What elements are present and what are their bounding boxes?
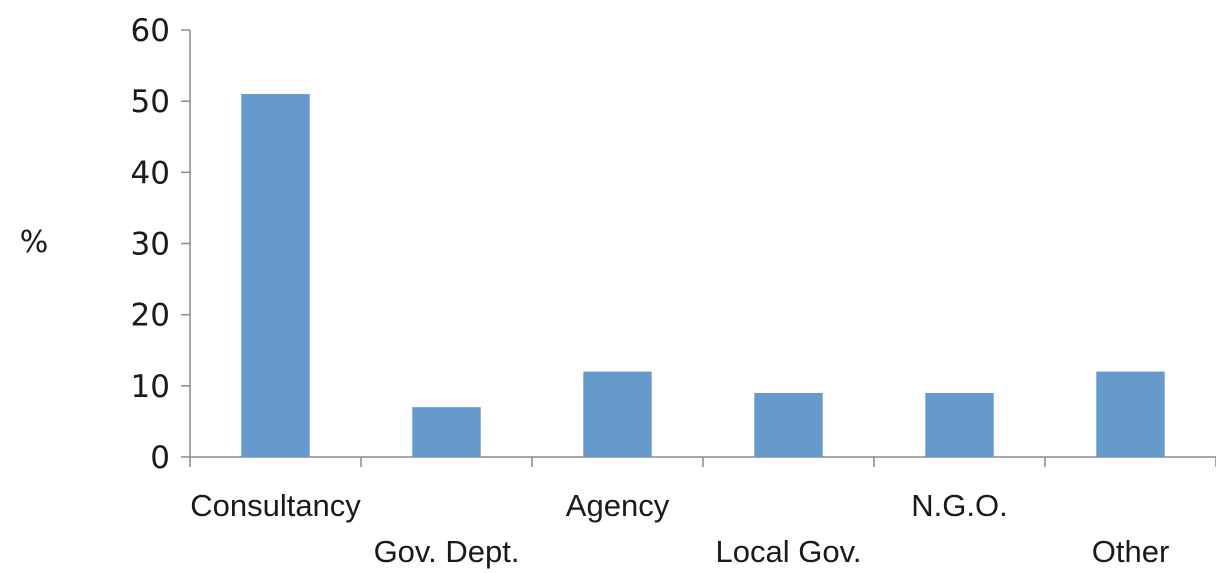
y-axis: 0 10 20 30 40 50 60 [131,13,191,476]
y-tick-label: 40 [131,155,170,191]
category-label: Agency [566,488,670,523]
y-tick-label: 20 [131,298,170,334]
x-axis [189,456,1216,467]
bar [241,94,310,458]
bar [1096,371,1165,457]
bar-series [241,94,1165,458]
y-axis-title: % [20,225,49,260]
category-label: Gov. Dept. [374,534,520,569]
bar [583,371,652,457]
bar [754,392,823,457]
y-tick-label: 50 [131,84,170,120]
y-tick-label: 60 [131,13,170,49]
y-tick-label: 0 [150,440,170,476]
y-tick-label: 30 [131,227,170,263]
category-labels: Consultancy Gov. Dept. Agency Local Gov. N.G… [190,488,1169,569]
category-label: N.G.O. [911,488,1007,523]
category-label: Other [1092,534,1170,569]
bar [412,407,481,457]
category-label: Consultancy [190,488,361,523]
bar [925,392,994,457]
category-label: Local Gov. [716,534,862,569]
y-tick-label: 10 [131,369,170,405]
